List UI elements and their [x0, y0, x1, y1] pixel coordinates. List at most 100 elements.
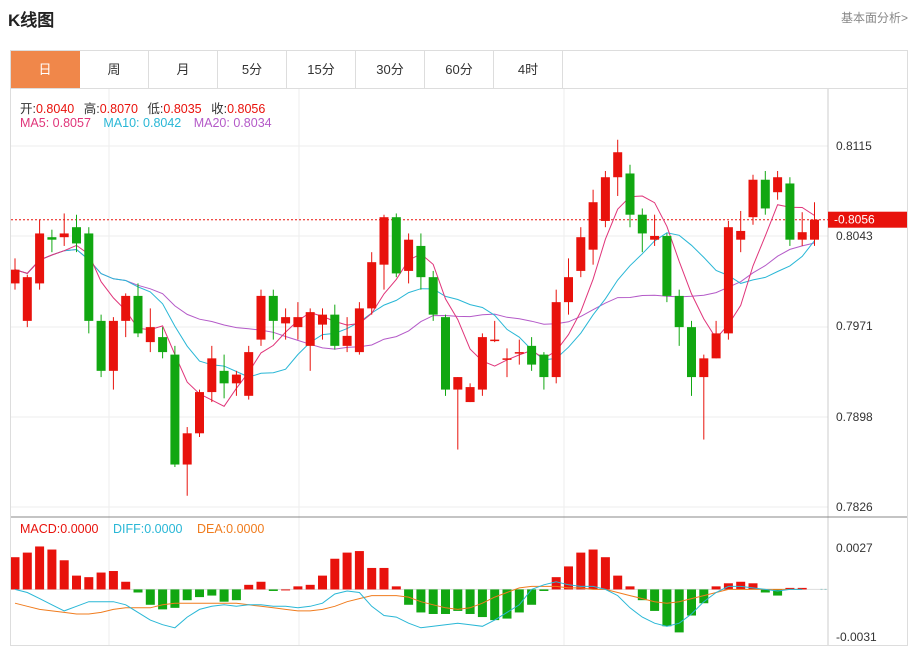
macd-bar — [490, 589, 500, 621]
high-value: 0.8070 — [99, 102, 138, 116]
candle-body — [564, 277, 573, 303]
candle-body — [711, 333, 721, 359]
macd-bar — [354, 551, 364, 590]
macd-bar — [330, 558, 340, 590]
low-label: 低: — [147, 102, 164, 116]
macd-bar — [256, 581, 266, 590]
tab-30min[interactable]: 30分 — [356, 51, 425, 88]
macd-bar — [441, 589, 450, 614]
fundamental-analysis-link[interactable]: 基本面分析> — [840, 11, 908, 25]
candle-body — [158, 337, 168, 353]
candle-body — [195, 392, 204, 434]
candle-body — [502, 358, 512, 360]
page-title: K线图 — [8, 11, 55, 30]
macd-bar — [293, 586, 303, 590]
macd-bar — [674, 589, 684, 633]
macd-bar — [84, 577, 94, 590]
candle-body — [416, 245, 426, 278]
candle-body — [293, 317, 303, 328]
last-price-tag — [828, 211, 907, 228]
candle-body — [687, 327, 696, 378]
candle-body — [207, 358, 217, 393]
macd-bar — [268, 589, 278, 591]
macd-bar — [133, 589, 143, 593]
tab-15min[interactable]: 15分 — [287, 51, 356, 88]
close-label: 收: — [211, 102, 228, 116]
candle-body — [219, 370, 229, 384]
candle-body — [59, 233, 69, 238]
high-label: 高: — [83, 102, 100, 116]
candle-body — [35, 233, 45, 284]
kline-chart[interactable]: 0.8115 0.8043 0.7971 0.7898 0.7826 -0.8056 0.0… — [11, 51, 908, 646]
candle-body — [748, 179, 758, 218]
macd-bar — [305, 584, 315, 590]
candle-body — [650, 235, 660, 240]
macd-bar — [637, 589, 647, 601]
candle-body — [773, 177, 783, 193]
macd-bar — [231, 589, 241, 601]
macd-bar — [527, 589, 537, 605]
macd-bar — [785, 587, 795, 590]
macd-bar — [453, 589, 463, 611]
low-value: 0.8035 — [163, 102, 202, 116]
candle-body — [404, 239, 414, 271]
candle-body — [108, 320, 118, 371]
diff-label: DIFF: — [113, 522, 145, 536]
macd-bar — [576, 552, 586, 590]
macd-bar — [108, 571, 118, 590]
tab-day[interactable]: 日 — [11, 51, 80, 88]
price-tick-label: 0.8115 — [836, 139, 872, 153]
macd-bar — [539, 589, 549, 591]
open-label: 开: — [20, 102, 36, 116]
ma20-value: 0.8034 — [233, 116, 272, 130]
macd-bar — [182, 589, 192, 601]
tab-month[interactable]: 月 — [149, 51, 218, 88]
macd-bar — [625, 586, 635, 590]
candle-body — [662, 235, 672, 296]
macd-bar — [514, 589, 524, 613]
candle-body — [674, 295, 684, 328]
tab-5min[interactable]: 5分 — [218, 51, 287, 88]
candle-body — [121, 295, 131, 321]
macd-bar — [748, 583, 758, 590]
candle-body — [527, 345, 537, 365]
candle-body — [588, 202, 598, 250]
tab-week[interactable]: 周 — [80, 51, 149, 88]
candle-body — [256, 295, 266, 340]
macd-bar — [379, 567, 389, 590]
macd-bar — [428, 589, 438, 614]
macd-bar — [600, 557, 610, 590]
chart-panel: 日 周 月 5分 15分 30分 60分 4时 0.8115 0.8043 0.79… — [10, 50, 908, 646]
macd-bar — [465, 589, 475, 614]
candle-body — [367, 262, 377, 309]
macd-bar — [219, 589, 229, 602]
macd-bar — [121, 581, 131, 590]
macd-tick-label: -0.0031 — [836, 630, 877, 644]
macd-bar — [711, 586, 721, 590]
candle-body — [625, 173, 635, 215]
ma10-label: MA10: — [103, 116, 140, 130]
candle-body — [723, 227, 733, 334]
dea-label: DEA: — [196, 522, 227, 536]
macd-label: MACD: — [20, 522, 61, 536]
period-tabs: 日 周 月 5分 15分 30分 60分 4时 — [11, 51, 907, 89]
candle-body — [428, 277, 438, 315]
macd-bar — [281, 589, 291, 591]
candle-body — [305, 312, 315, 346]
candle-body — [22, 277, 32, 321]
macd-bar — [342, 552, 352, 590]
candle-body — [182, 433, 192, 465]
macd-bar — [244, 584, 254, 590]
macd-bar — [613, 575, 623, 590]
macd-bar — [391, 586, 401, 590]
candle-body — [47, 237, 57, 240]
candle-body — [600, 177, 610, 221]
open-value: 0.8040 — [35, 102, 75, 116]
tab-4hour[interactable]: 4时 — [494, 51, 563, 88]
candle-body — [244, 352, 254, 396]
candle-body — [170, 354, 180, 465]
tab-60min[interactable]: 60分 — [425, 51, 494, 88]
price-tick-label: 0.7898 — [836, 410, 873, 424]
price-tick-label: 0.8043 — [836, 229, 873, 243]
macd-bar — [588, 549, 598, 590]
